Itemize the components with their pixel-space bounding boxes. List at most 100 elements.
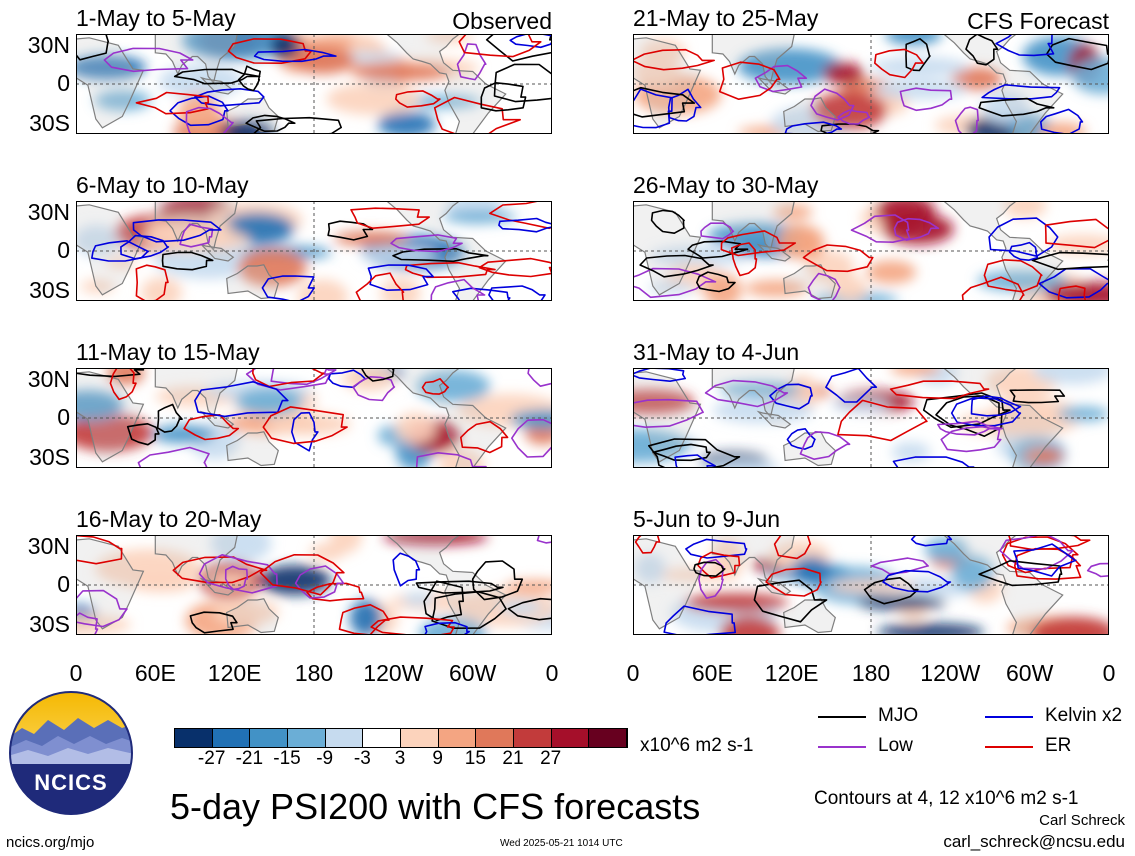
anomaly-shading bbox=[334, 231, 409, 247]
psi200-map bbox=[633, 368, 1109, 468]
anomaly-shading bbox=[877, 623, 985, 635]
er-contour bbox=[1044, 218, 1109, 249]
low-contour bbox=[415, 452, 487, 468]
mjo-contour bbox=[237, 65, 261, 92]
anomaly-shading bbox=[633, 389, 695, 415]
colorbar-tick-label: -3 bbox=[353, 748, 371, 769]
mjo-contour bbox=[431, 591, 507, 629]
mjo-contour bbox=[648, 438, 741, 468]
anomaly-shading bbox=[633, 428, 689, 463]
mjo-contour bbox=[161, 251, 214, 271]
contour-note: Contours at 4, 12 x10^6 m2 s-1 bbox=[814, 788, 1079, 809]
coastline bbox=[756, 243, 792, 262]
anomaly-shading bbox=[395, 412, 436, 445]
anomaly-shading bbox=[924, 536, 968, 562]
anomaly-shading bbox=[634, 553, 666, 584]
low-contour bbox=[633, 398, 704, 428]
anomaly-shading bbox=[76, 390, 124, 421]
longitude-label: 180 bbox=[851, 660, 891, 686]
anomaly-shading bbox=[710, 537, 745, 578]
kelvin-contour bbox=[970, 395, 1022, 417]
latitude-label: 0 bbox=[57, 237, 70, 263]
anomaly-shading bbox=[425, 34, 474, 44]
er-contour bbox=[135, 91, 210, 115]
longitude-label: 120E bbox=[764, 660, 819, 686]
anomaly-shading bbox=[1030, 616, 1109, 635]
low-contour bbox=[390, 234, 463, 253]
low-contour bbox=[999, 535, 1074, 570]
low-contour bbox=[837, 109, 871, 125]
colorbar-tick-label: -9 bbox=[316, 748, 334, 769]
colorbar-swatch bbox=[551, 729, 590, 747]
mjo-contour bbox=[173, 68, 261, 85]
colorbar-swatch bbox=[288, 729, 326, 747]
panel-title: 31-May to 4-Jun bbox=[633, 339, 800, 365]
anomaly-shading bbox=[719, 381, 803, 398]
er-contour bbox=[458, 34, 542, 58]
er-contour bbox=[262, 406, 348, 445]
low-contour bbox=[893, 217, 940, 241]
panel-source-tag: Observed bbox=[452, 8, 552, 34]
coastline bbox=[942, 34, 1064, 134]
kelvin-contour bbox=[892, 456, 975, 468]
kelvin-contour bbox=[633, 88, 673, 129]
er-contour bbox=[76, 535, 123, 565]
anomaly-shading bbox=[977, 270, 1068, 292]
logo-text: NCICS bbox=[34, 770, 108, 795]
legend-label: Low bbox=[878, 735, 913, 756]
anomaly-shading bbox=[235, 388, 303, 415]
longitude-label: 0 bbox=[545, 660, 559, 686]
kelvin-contour bbox=[261, 275, 315, 301]
kelvin-contour bbox=[769, 383, 813, 410]
anomaly-shading bbox=[633, 57, 681, 88]
er-contour bbox=[306, 582, 365, 602]
psi200-map bbox=[76, 34, 552, 134]
panel-title: 26-May to 30-May bbox=[633, 172, 819, 198]
kelvin-contour bbox=[253, 48, 337, 63]
mjo-contour bbox=[650, 209, 685, 234]
psi200-map bbox=[76, 368, 552, 468]
kelvin-contour bbox=[132, 219, 222, 243]
anomaly-shading bbox=[326, 83, 421, 115]
colorbar-tick-label: 27 bbox=[540, 748, 562, 769]
coastline bbox=[711, 201, 795, 252]
map-frame bbox=[76, 34, 552, 134]
anomaly-shading bbox=[957, 410, 1065, 436]
anomaly-shading bbox=[857, 596, 947, 610]
colorbar-swatch bbox=[363, 729, 402, 747]
kelvin-contour bbox=[194, 381, 289, 418]
latitude-label: 0 bbox=[57, 70, 70, 96]
low-contour bbox=[430, 278, 486, 301]
mjo-contour bbox=[652, 443, 711, 462]
mjo-contour bbox=[252, 116, 342, 134]
longitude-label: 120W bbox=[363, 660, 424, 686]
kelvin-contour bbox=[91, 240, 149, 262]
timestamp: Wed 2025-05-21 1014 UTC bbox=[500, 838, 623, 849]
mjo-contour bbox=[820, 123, 880, 134]
er-contour bbox=[460, 420, 509, 454]
mjo-contour bbox=[245, 114, 296, 132]
legend-swatch bbox=[818, 716, 866, 718]
longitude-label: 180 bbox=[294, 660, 334, 686]
colorbar-tick-label: -27 bbox=[197, 748, 226, 769]
colorbar-swatch bbox=[438, 729, 477, 747]
kelvin-contour bbox=[169, 95, 229, 127]
anomaly-shading bbox=[351, 63, 452, 82]
er-contour bbox=[421, 378, 450, 395]
er-contour bbox=[489, 201, 552, 230]
er-contour bbox=[183, 414, 240, 441]
low-contour bbox=[511, 418, 552, 458]
latitude-label: 30S bbox=[29, 444, 70, 470]
coastline bbox=[226, 598, 279, 634]
psi200-map bbox=[633, 535, 1109, 635]
mjo-contour bbox=[978, 97, 1055, 117]
mjo-contour bbox=[76, 368, 145, 378]
website-link[interactable]: ncics.org/mjo bbox=[6, 834, 95, 851]
kelvin-contour bbox=[882, 569, 952, 593]
colorbar-swatch bbox=[212, 729, 251, 747]
anomaly-shading bbox=[94, 90, 151, 111]
coastline bbox=[154, 368, 238, 419]
legend-label: Kelvin x2 bbox=[1045, 705, 1123, 726]
kelvin-contour bbox=[1008, 241, 1039, 261]
er-contour bbox=[404, 261, 496, 279]
